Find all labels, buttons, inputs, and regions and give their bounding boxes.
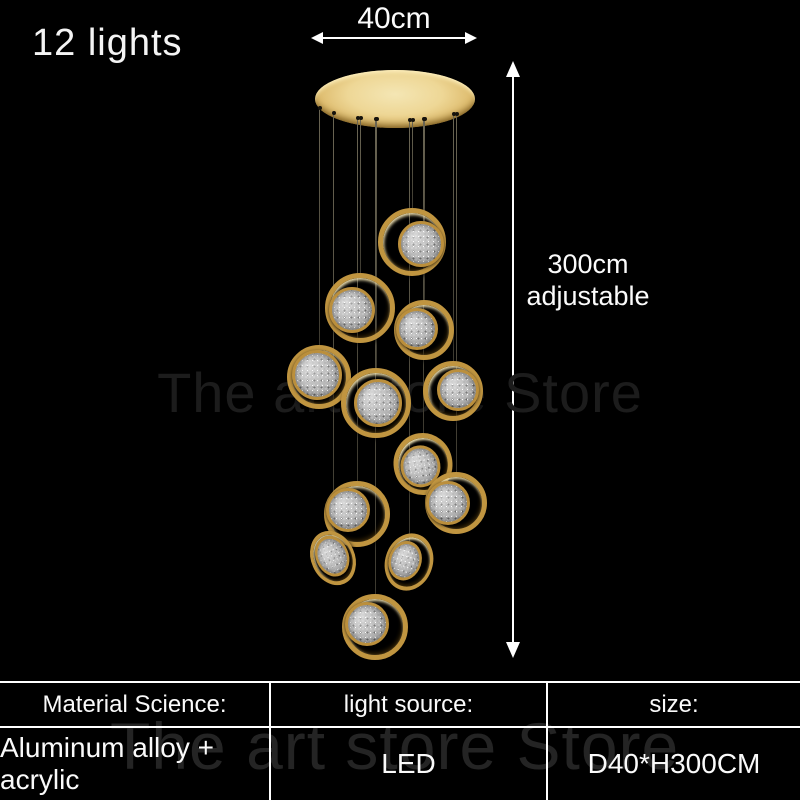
height-value: 300cm [547,249,629,279]
canopy-attachment-dot [374,117,378,121]
width-arrow-line [321,37,467,39]
pendant-light [341,368,411,438]
canopy-attachment-dot [452,112,456,116]
canopy-attachment-dot [356,116,360,120]
height-arrow-line [512,76,514,644]
gold-ring [342,594,408,660]
crystal-disc [426,481,470,525]
canopy-attachment-dot [422,117,426,121]
width-dimension-label: 40cm [357,2,431,35]
width-arrow-right-icon [465,32,477,44]
crystal-disc [329,287,375,333]
canopy-attachment-dot [359,116,363,120]
suspension-wire [456,114,457,476]
height-adjustable: adjustable [526,281,650,311]
width-arrow-left-icon [311,32,323,44]
pendant-light [342,594,408,660]
height-arrow-up-icon [506,61,520,77]
lights-count-label: 12 lights [32,22,183,64]
pendant-light [394,300,454,360]
suspension-wire [412,120,413,212]
suspension-wire [423,119,424,439]
suspension-wire [375,119,376,598]
crystal-disc [354,379,402,427]
canopy-attachment-dot [411,118,415,122]
canopy-attachment-dot [318,106,322,110]
canopy-attachment-dot [408,118,412,122]
watermark-bottom: The art store Store [110,709,680,783]
gold-ring [287,345,351,409]
pendant-light [324,481,390,547]
suspension-wire [319,108,320,349]
pendant-light [423,361,483,421]
gold-ring [341,368,411,438]
height-dimension-label: 300cm adjustable [518,248,658,312]
spec-header-light-source: light source: [271,683,548,728]
canopy-attachment-dot [332,111,336,115]
canopy-attachment-dot [455,112,459,116]
pendant-light [287,345,351,409]
crystal-disc [398,221,444,267]
crystal-disc [396,308,438,350]
spec-header-material: Material Science: [0,683,271,728]
crystal-disc [345,602,389,646]
spec-value-size: D40*H300CM [587,748,761,779]
suspension-wire [360,118,361,277]
canopy [315,70,475,128]
gold-ring [325,273,395,343]
height-arrow-down-icon [506,642,520,658]
spec-table: Material Science: light source: size: Al… [0,681,800,800]
suspension-wire [453,114,454,365]
pendant-light [325,273,395,343]
spec-value-material: Aluminum alloy + acrylic [0,728,271,800]
suspension-wire [376,119,377,372]
crystal-disc [326,488,370,532]
crystal-disc [437,369,479,411]
pendant-light [378,208,446,276]
spec-value-light-source: LED [271,728,548,800]
crystal-disc [292,350,342,400]
pendant-light [425,472,487,534]
gold-ring [423,361,483,421]
spec-header-size: size: [548,683,800,728]
